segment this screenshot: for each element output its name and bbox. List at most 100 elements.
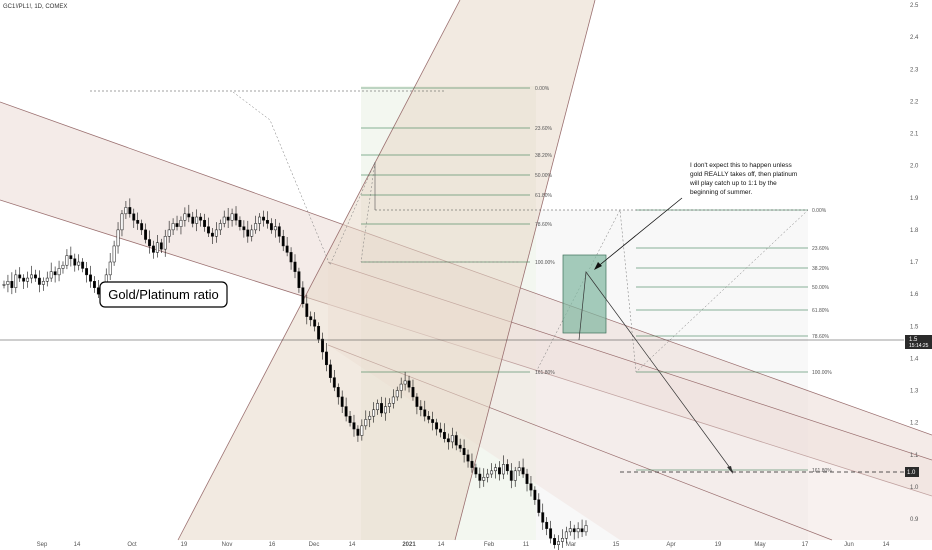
- y-axis-tick-label: 0.9: [910, 517, 919, 523]
- x-axis-tick-label: 15: [613, 542, 620, 548]
- candle-body: [14, 274, 18, 288]
- x-axis-tick-label: 16: [269, 542, 276, 548]
- candle-body: [77, 261, 81, 266]
- candle-body: [53, 271, 57, 276]
- y-axis-tick-label: 2.0: [910, 164, 919, 170]
- candle-body: [132, 213, 136, 221]
- candle-body: [120, 213, 124, 231]
- candle-body: [403, 380, 407, 385]
- candle-body: [226, 216, 230, 221]
- note-arrow: [595, 197, 683, 269]
- candle-body: [344, 406, 348, 417]
- candle-body: [584, 525, 588, 533]
- candle-body: [41, 281, 45, 285]
- candle-body: [171, 223, 175, 231]
- y-axis-tick-label: 2.4: [910, 35, 919, 41]
- channel-line: [454, 0, 596, 541]
- y-axis-tick-label: 1.7: [910, 260, 919, 266]
- candle-body: [391, 396, 395, 404]
- candle-body: [195, 216, 199, 224]
- note-line: will play catch up to 1:1 by the: [689, 180, 777, 187]
- x-axis-tick-label: 2021: [402, 542, 416, 548]
- candle-body: [501, 464, 505, 475]
- candle-body: [486, 473, 490, 478]
- fib-level-label: 78.60%: [812, 334, 830, 340]
- candle-body: [321, 338, 324, 353]
- candle-body: [234, 213, 238, 221]
- candle-body: [85, 268, 89, 276]
- candle-body: [65, 255, 69, 266]
- candle-body: [57, 268, 61, 276]
- fib-level-label: 78.60%: [535, 222, 553, 228]
- fib-level-label: 38.20%: [812, 266, 830, 272]
- fib-level-label: 161.80%: [812, 468, 832, 474]
- x-axis-tick-label: Mar: [566, 542, 576, 548]
- fib-retracements: 0.00% 23.60% 38.20% 50.00% 61.80% 78.60% 100.0…: [361, 86, 832, 474]
- candle-body: [474, 467, 478, 475]
- candle-body: [340, 396, 344, 407]
- candle-body: [419, 406, 423, 411]
- arrow-head: [594, 262, 602, 270]
- candle-body: [513, 470, 517, 481]
- candle-body: [415, 396, 419, 407]
- candle-body: [557, 541, 560, 545]
- candle-body: [218, 223, 222, 231]
- candle-body: [285, 245, 289, 253]
- candle-body: [443, 432, 446, 439]
- candle-body: [250, 229, 254, 237]
- x-axis-tick-label: Apr: [666, 542, 675, 548]
- candle-body: [136, 219, 140, 224]
- candle-body: [509, 470, 513, 481]
- fib-level-label: 50.00%: [812, 285, 830, 291]
- candle-body: [273, 226, 277, 231]
- candles: [2, 198, 588, 550]
- candle-body: [352, 422, 356, 430]
- candle-body: [214, 229, 218, 237]
- y-axis-tick-label: 1.8: [910, 228, 919, 234]
- candle-body: [18, 274, 22, 279]
- drawings: [0, 90, 910, 474]
- channel-line: [177, 0, 461, 541]
- candle-body: [297, 271, 301, 288]
- x-axis-tick-label: 14: [438, 542, 445, 548]
- candle-body: [482, 476, 486, 481]
- x-axis-tick-label: Nov: [222, 542, 233, 548]
- fib-level-label: 61.80%: [535, 193, 553, 199]
- candle-body: [116, 229, 120, 247]
- candle-body: [289, 252, 293, 263]
- candle-body: [167, 229, 171, 237]
- price-tag-label: 1.5: [909, 337, 918, 343]
- candle-body: [183, 213, 187, 221]
- candle-body: [89, 274, 92, 282]
- candle-body: [427, 415, 431, 420]
- y-axis-tick-label: 1.0: [910, 485, 919, 491]
- candle-body: [26, 277, 30, 282]
- candle-body: [242, 226, 246, 231]
- candle-body: [207, 226, 210, 234]
- candle-body: [356, 428, 360, 436]
- x-axis-tick-label: May: [754, 542, 765, 548]
- candle-body: [30, 274, 33, 279]
- candle-body: [96, 287, 100, 295]
- candle-body: [187, 213, 191, 218]
- candle-body: [498, 467, 501, 475]
- candle-body: [325, 351, 328, 366]
- candle-body: [376, 403, 380, 411]
- y-axis-tick-label: 1.2: [910, 421, 919, 427]
- candle-body: [505, 464, 509, 472]
- candle-body: [61, 264, 65, 269]
- fib-level-label: 23.60%: [812, 246, 830, 252]
- candle-body: [462, 448, 466, 456]
- candle-body: [545, 521, 549, 529]
- x-axis-tick-label: Feb: [484, 542, 495, 548]
- candle-body: [305, 303, 309, 317]
- candle-body: [81, 261, 85, 269]
- candle-body: [568, 528, 572, 533]
- candle-body: [435, 422, 438, 430]
- candle-body: [301, 287, 305, 305]
- candle-body: [148, 239, 151, 247]
- target-tag: [905, 467, 919, 477]
- candle-body: [155, 242, 159, 253]
- candle-body: [163, 236, 167, 250]
